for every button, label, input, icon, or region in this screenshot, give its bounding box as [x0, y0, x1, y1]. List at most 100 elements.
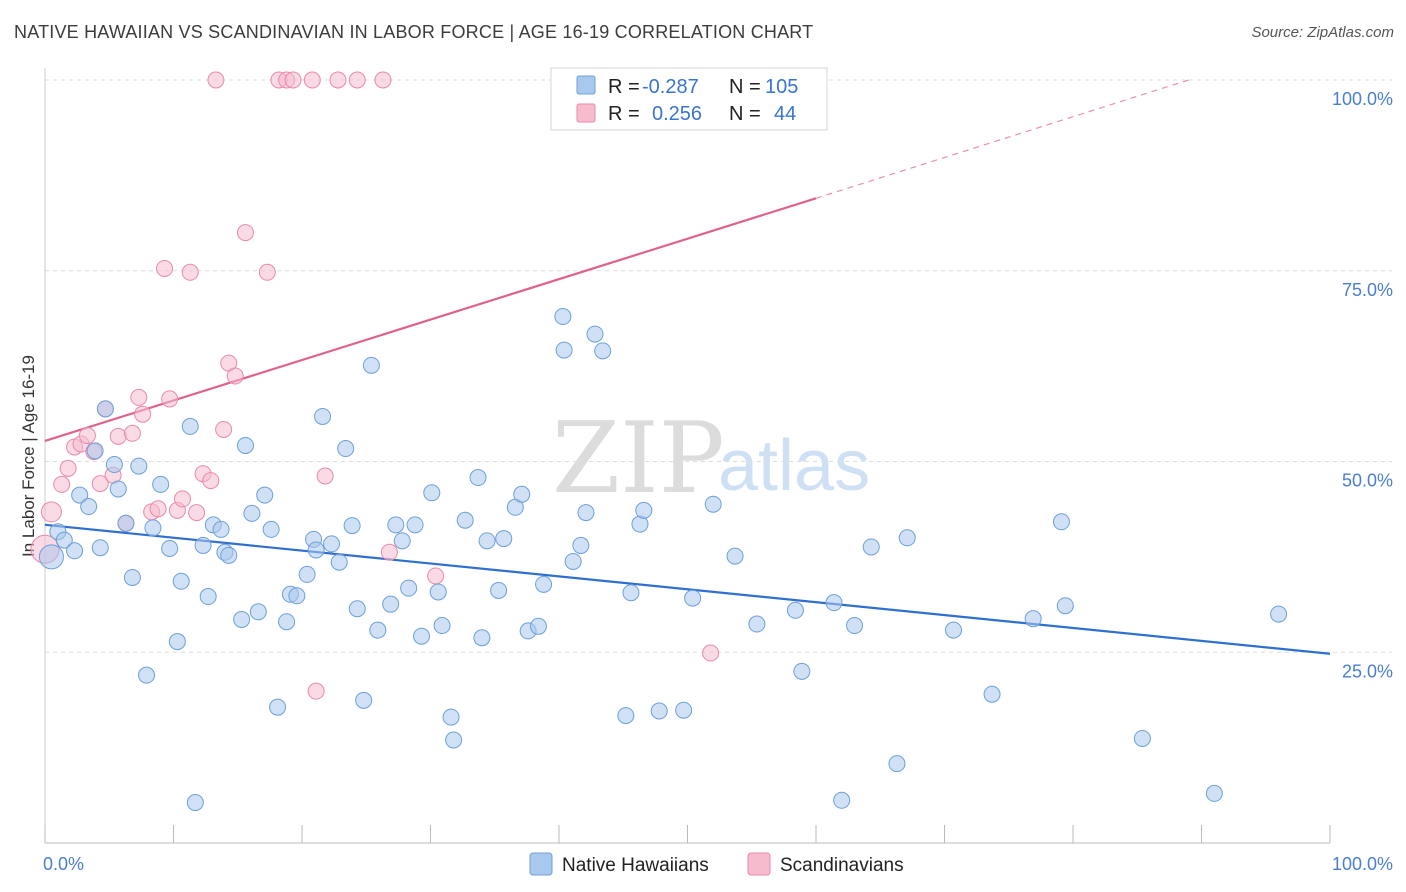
native-hawaiians-point-97	[944, 621, 962, 639]
native-hawaiians-point-102	[1133, 729, 1151, 747]
native-hawaiians-point-45	[343, 517, 361, 535]
native-hawaiians-point-44	[337, 440, 355, 458]
native-hawaiians-point-99	[1024, 610, 1042, 628]
scandinavians-n-value: 44	[774, 103, 796, 125]
native-hawaiians-point-50	[382, 595, 400, 613]
native-hawaiians-point-56	[423, 484, 441, 502]
native-hawaiians-point-80	[622, 584, 640, 602]
scandinavians-point-36	[307, 682, 325, 700]
grid-lines	[45, 79, 1392, 653]
scandinavians-point-21	[173, 490, 191, 508]
native-hawaiians-point-4	[71, 486, 89, 504]
native-hawaiians-point-58	[433, 617, 451, 635]
native-hawaiians-point-72	[554, 308, 572, 326]
native-hawaiians-point-87	[726, 547, 744, 565]
native-hawaiians-point-2	[55, 531, 73, 549]
watermark-zip: ZIP	[552, 402, 725, 516]
native-hawaiians-r-label: R =	[608, 76, 640, 98]
native-hawaiians-point-66	[495, 530, 513, 548]
scandinavians-point-30	[236, 224, 254, 242]
native-hawaiians-point-68	[513, 485, 531, 503]
native-hawaiians-points	[38, 308, 1288, 812]
scandinavians-point-18	[156, 259, 174, 277]
y-tick-label-1: 50.0%	[1342, 471, 1393, 491]
native-hawaiians-r-value: -0.287	[642, 76, 699, 98]
x-tick-label-max: 100.0%	[1332, 854, 1393, 874]
scandinavians-point-19	[161, 390, 179, 408]
native-hawaiians-point-79	[617, 707, 635, 725]
native-hawaiians-point-27	[220, 546, 238, 564]
scandinavians-point-13	[123, 424, 141, 442]
native-hawaiians-point-22	[194, 536, 212, 554]
native-hawaiians-point-33	[262, 520, 280, 538]
scandinavians-point-3	[59, 459, 77, 477]
native-hawaiians-point-5	[80, 498, 98, 516]
scandinavians-point-2	[53, 475, 71, 493]
native-hawaiians-point-9	[105, 456, 123, 474]
scandinavians-point-41	[380, 543, 398, 561]
native-hawaiians-point-73	[555, 341, 573, 359]
native-hawaiians-point-25	[212, 520, 230, 538]
native-hawaiians-point-86	[704, 495, 722, 513]
native-hawaiians-point-49	[369, 621, 387, 639]
series-legend: Native Hawaiians Scandinavians	[529, 852, 904, 876]
scandinavians-n-label: N =	[729, 103, 761, 125]
native-hawaiians-point-23	[199, 588, 217, 606]
scandinavians-point-25	[202, 472, 220, 490]
native-hawaiians-point-30	[243, 504, 261, 522]
native-hawaiians-point-7	[91, 539, 109, 557]
native-hawaiians-point-55	[413, 627, 431, 645]
scandinavians-stat-swatch	[576, 103, 596, 123]
trend-lines	[44, 79, 1331, 655]
y-tick-labels: 25.0% 50.0% 75.0% 100.0%	[1332, 89, 1393, 681]
native-hawaiians-point-15	[144, 519, 162, 537]
native-hawaiians-point-95	[888, 755, 906, 773]
scandinavians-point-23	[188, 504, 206, 522]
scandinavians-r-label: R =	[608, 103, 640, 125]
scandinavians-r-value: 0.256	[652, 103, 702, 125]
native-hawaiians-point-13	[130, 457, 148, 475]
scandinavians-point-26	[207, 71, 225, 89]
x-tick-label-min: 0.0%	[43, 854, 84, 874]
scandinavians-point-14	[130, 388, 148, 406]
native-hawaiians-point-77	[586, 325, 604, 343]
native-hawaiians-point-40	[307, 541, 325, 559]
native-hawaiians-point-11	[117, 514, 135, 532]
native-hawaiians-point-101	[1056, 597, 1074, 615]
x-tick-labels: 0.0% 100.0%	[43, 854, 1393, 874]
native-hawaiians-stat-swatch	[576, 75, 596, 95]
native-hawaiians-point-37	[288, 587, 306, 605]
native-hawaiians-point-41	[314, 407, 332, 425]
native-hawaiians-point-31	[249, 603, 267, 621]
native-hawaiians-point-18	[168, 633, 186, 651]
native-hawaiians-point-35	[278, 613, 296, 631]
native-hawaiians-point-82	[635, 501, 653, 519]
native-hawaiians-point-53	[400, 579, 418, 597]
axes	[44, 68, 1331, 844]
native-hawaiians-point-16	[152, 475, 170, 493]
scandinavians-point-17	[149, 500, 167, 518]
scandinavians-point-35	[303, 71, 321, 89]
native-hawaiians-point-94	[862, 538, 880, 556]
native-hawaiians-point-32	[256, 486, 274, 504]
native-hawaiians-point-74	[564, 552, 582, 570]
native-hawaiians-point-90	[793, 662, 811, 680]
native-hawaiians-point-78	[594, 342, 612, 360]
native-hawaiians-point-63	[473, 629, 491, 647]
native-hawaiians-point-48	[362, 356, 380, 374]
native-hawaiians-point-84	[675, 701, 693, 719]
native-hawaiians-point-83	[650, 702, 668, 720]
native-hawaiians-point-61	[456, 511, 474, 529]
scandinavians-point-43	[702, 644, 720, 662]
native-hawaiians-point-28	[233, 610, 251, 628]
scandinavians-point-31	[258, 263, 276, 281]
native-hawaiians-point-10	[109, 480, 127, 498]
native-hawaiians-point-103	[1205, 784, 1223, 802]
native-hawaiians-point-42	[323, 535, 341, 553]
native-hawaiians-point-38	[298, 565, 316, 583]
native-hawaiians-point-3	[66, 542, 84, 560]
scandinavians-point-38	[329, 71, 347, 89]
native-hawaiians-point-17	[161, 539, 179, 557]
native-hawaiians-point-54	[406, 516, 424, 534]
